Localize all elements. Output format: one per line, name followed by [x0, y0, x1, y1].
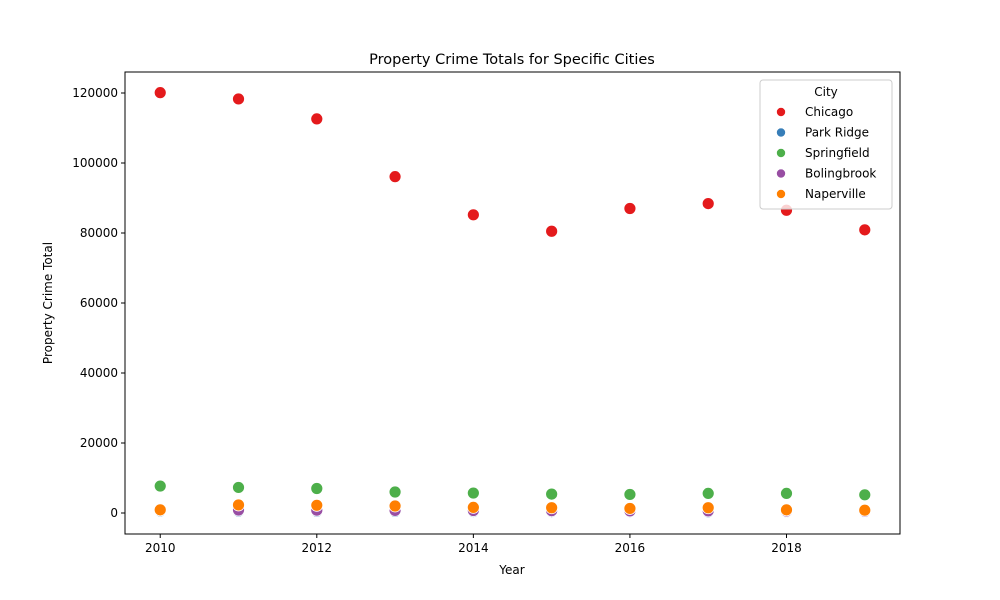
legend-marker — [776, 148, 786, 158]
y-tick-label: 40000 — [80, 366, 118, 380]
legend: City Chicago Park Ridge Springfield Bolingb… — [759, 79, 893, 210]
data-point — [153, 503, 167, 517]
series-bolingbrook — [153, 503, 872, 518]
x-axis: 2010 2012 2014 2016 2018 — [145, 534, 802, 555]
data-point — [388, 170, 402, 184]
y-tick-label: 60000 — [80, 296, 118, 310]
legend-marker — [776, 189, 786, 199]
y-tick-label: 0 — [110, 506, 118, 520]
legend-label: Naperville — [805, 187, 866, 201]
x-tick-label: 2018 — [771, 541, 802, 555]
data-point — [858, 503, 872, 517]
data-point — [545, 501, 559, 515]
chart-title: Property Crime Totals for Specific Citie… — [369, 52, 655, 68]
data-point — [701, 197, 715, 211]
x-axis-title: Year — [498, 563, 524, 577]
series-naperville — [153, 498, 872, 517]
data-point — [545, 487, 559, 501]
data-point — [232, 92, 245, 106]
legend-label: Chicago — [805, 105, 853, 119]
data-point — [310, 112, 324, 126]
data-point — [388, 485, 402, 499]
data-point — [310, 482, 324, 495]
y-tick-label: 100000 — [72, 156, 118, 170]
legend-marker — [776, 168, 786, 179]
data-point — [623, 488, 637, 501]
data-point — [466, 486, 480, 500]
data-point — [466, 208, 480, 222]
legend-title: City — [814, 85, 838, 99]
data-point — [623, 502, 637, 515]
legend-label: Park Ridge — [805, 126, 869, 140]
y-tick-label: 80000 — [80, 226, 118, 240]
plot-area — [153, 86, 872, 519]
data-point — [545, 224, 559, 238]
data-point — [466, 500, 480, 514]
legend-marker — [776, 107, 786, 117]
data-point — [310, 498, 324, 512]
data-point — [232, 481, 245, 494]
legend-label: Springfield — [805, 146, 870, 160]
data-point — [153, 479, 167, 493]
data-point — [780, 503, 793, 517]
data-point — [858, 488, 872, 502]
y-axis-title: Property Crime Total — [41, 242, 55, 364]
x-tick-label: 2016 — [615, 541, 646, 555]
x-tick-label: 2014 — [458, 541, 489, 555]
legend-label: Bolingbrook — [805, 167, 876, 181]
data-point — [701, 501, 715, 515]
data-point — [388, 499, 402, 513]
y-tick-label: 120000 — [72, 86, 118, 100]
data-point — [858, 223, 872, 237]
data-point — [153, 86, 167, 100]
legend-items: Chicago Park Ridge Springfield Bolingbrook N… — [776, 105, 876, 201]
data-point — [780, 486, 793, 500]
y-axis: 0 20000 40000 60000 80000 100000 120000 — [72, 86, 125, 520]
series-park-ridge — [153, 504, 872, 519]
series-springfield — [153, 479, 872, 502]
legend-marker — [776, 127, 786, 138]
y-tick-label: 20000 — [80, 436, 118, 450]
data-point — [232, 498, 245, 512]
data-point — [623, 202, 637, 215]
x-tick-label: 2010 — [145, 541, 176, 555]
x-tick-label: 2012 — [302, 541, 333, 555]
data-point — [701, 486, 715, 500]
legend-box — [759, 79, 893, 210]
